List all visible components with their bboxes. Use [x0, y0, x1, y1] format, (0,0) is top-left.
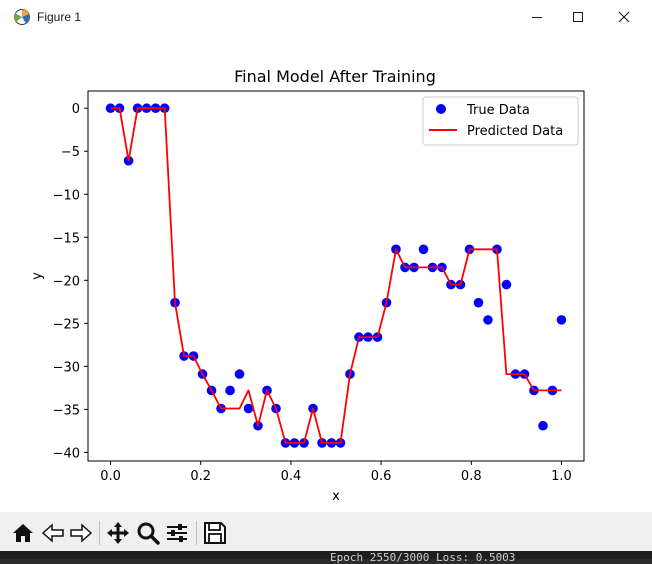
matplotlib-app-icon [12, 8, 32, 26]
configure-subplots-button[interactable] [164, 520, 190, 546]
back-arrow-icon [41, 523, 64, 543]
axes-frame [87, 90, 585, 462]
figure-canvas[interactable]: Final Model After Training x y 0.0 0.2 0.4… [0, 34, 652, 512]
x-tick-label: 0.0 [100, 469, 121, 484]
forward-arrow-icon [70, 523, 93, 543]
maximize-icon [573, 12, 583, 22]
maximize-button[interactable] [555, 0, 601, 34]
y-tick-label: −30 [53, 360, 80, 375]
background-terminal-text: Epoch 2550/3000 Loss: 0.5003 [330, 551, 516, 564]
true-data-point [225, 385, 235, 396]
x-tick-label: 0.2 [190, 469, 211, 484]
x-tick-label: 0.6 [371, 469, 392, 484]
y-tick-label: 0 [72, 102, 80, 117]
legend-true-marker [436, 104, 446, 114]
configure-subplots-icon [167, 524, 187, 542]
legend-true-label: True Data [466, 103, 530, 118]
minimize-icon [532, 17, 542, 18]
home-button[interactable] [10, 520, 36, 546]
plot-series [105, 103, 567, 448]
true-data-point [243, 403, 254, 414]
true-data-point [538, 420, 548, 431]
save-button[interactable] [202, 520, 228, 546]
close-icon [618, 11, 630, 23]
true-data-point [483, 315, 493, 325]
home-icon [13, 524, 33, 542]
y-tick-label: −15 [53, 231, 80, 246]
forward-button[interactable] [68, 520, 94, 546]
legend-box [422, 96, 579, 146]
toolbar-separator [99, 521, 100, 545]
close-button[interactable] [601, 0, 647, 34]
true-data-point [473, 297, 484, 308]
back-button[interactable] [40, 520, 66, 546]
y-tick-label: −40 [53, 446, 80, 461]
zoom-icon [137, 522, 160, 545]
figure-window: Figure 1 Final Model After Training x y … [0, 0, 652, 551]
pan-button[interactable] [105, 520, 131, 546]
x-tick-label: 0.8 [461, 469, 482, 484]
true-data-point [418, 244, 429, 255]
window-title: Figure 1 [37, 10, 82, 24]
chart-title: Final Model After Training [234, 67, 436, 86]
axis-ticks: 0.0 0.2 0.4 0.6 0.8 1.0 0 −5 −10 −15 −20 −25 −30 −35 −… [53, 102, 572, 484]
y-tick-label: −10 [53, 188, 80, 203]
x-tick-label: 0.4 [281, 469, 302, 484]
true-data-point [234, 369, 245, 379]
zoom-button[interactable] [135, 520, 161, 546]
x-axis-label: x [332, 489, 340, 504]
true-data-point [556, 315, 567, 325]
legend-predicted-label: Predicted Data [467, 124, 563, 139]
y-axis-label: y [30, 272, 45, 280]
y-tick-label: −20 [53, 274, 80, 289]
legend: True Data Predicted Data [422, 96, 579, 146]
title-bar[interactable]: Figure 1 [0, 0, 652, 34]
y-tick-label: −5 [61, 145, 80, 160]
minimize-button[interactable] [514, 0, 560, 34]
y-tick-label: −35 [53, 403, 80, 418]
navigation-toolbar [0, 512, 652, 551]
y-tick-label: −25 [53, 317, 80, 332]
pan-icon [107, 522, 129, 544]
save-icon [204, 522, 226, 544]
toolbar-separator [196, 521, 197, 545]
true-data-point [501, 279, 512, 290]
predicted-data-line [110, 107, 562, 444]
x-tick-label: 1.0 [551, 469, 572, 484]
chart: Final Model After Training x y 0.0 0.2 0.4… [30, 67, 585, 504]
